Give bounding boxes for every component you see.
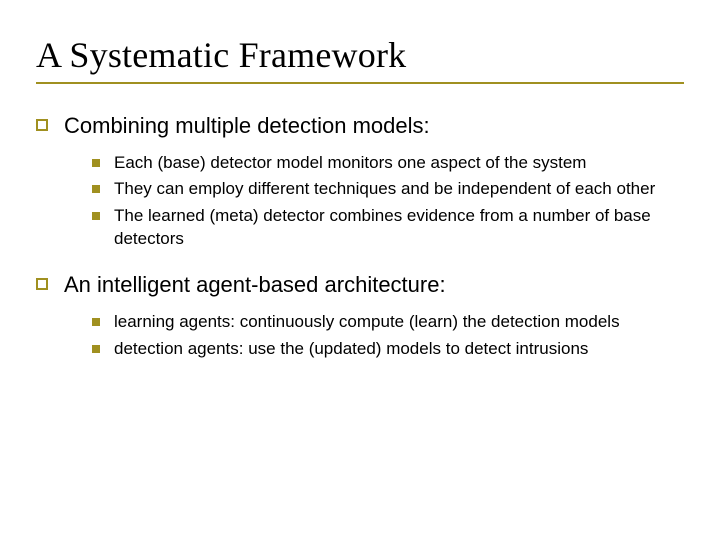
list-item-text: The learned (meta) detector combines evi… xyxy=(114,205,684,251)
square-solid-bullet-icon xyxy=(92,318,100,326)
list-item-text: Each (base) detector model monitors one … xyxy=(114,152,586,175)
section-items: Each (base) detector model monitors one … xyxy=(92,152,684,252)
section-heading-text: An intelligent agent-based architecture: xyxy=(64,271,446,299)
square-open-bullet-icon xyxy=(36,278,48,290)
section-items: learning agents: continuously compute (l… xyxy=(92,311,684,361)
square-solid-bullet-icon xyxy=(92,159,100,167)
section-heading: Combining multiple detection models: xyxy=(36,112,684,140)
list-item: They can employ different techniques and… xyxy=(92,178,684,201)
title-underline xyxy=(36,82,684,84)
list-item-text: They can employ different techniques and… xyxy=(114,178,655,201)
list-item: learning agents: continuously compute (l… xyxy=(92,311,684,334)
list-item: Each (base) detector model monitors one … xyxy=(92,152,684,175)
slide-title: A Systematic Framework xyxy=(36,34,684,76)
square-solid-bullet-icon xyxy=(92,212,100,220)
section-heading: An intelligent agent-based architecture: xyxy=(36,271,684,299)
list-item: The learned (meta) detector combines evi… xyxy=(92,205,684,251)
list-item-text: detection agents: use the (updated) mode… xyxy=(114,338,588,361)
section-heading-text: Combining multiple detection models: xyxy=(64,112,430,140)
square-solid-bullet-icon xyxy=(92,345,100,353)
square-solid-bullet-icon xyxy=(92,185,100,193)
list-item-text: learning agents: continuously compute (l… xyxy=(114,311,620,334)
slide: A Systematic Framework Combining multipl… xyxy=(0,0,720,540)
list-item: detection agents: use the (updated) mode… xyxy=(92,338,684,361)
square-open-bullet-icon xyxy=(36,119,48,131)
